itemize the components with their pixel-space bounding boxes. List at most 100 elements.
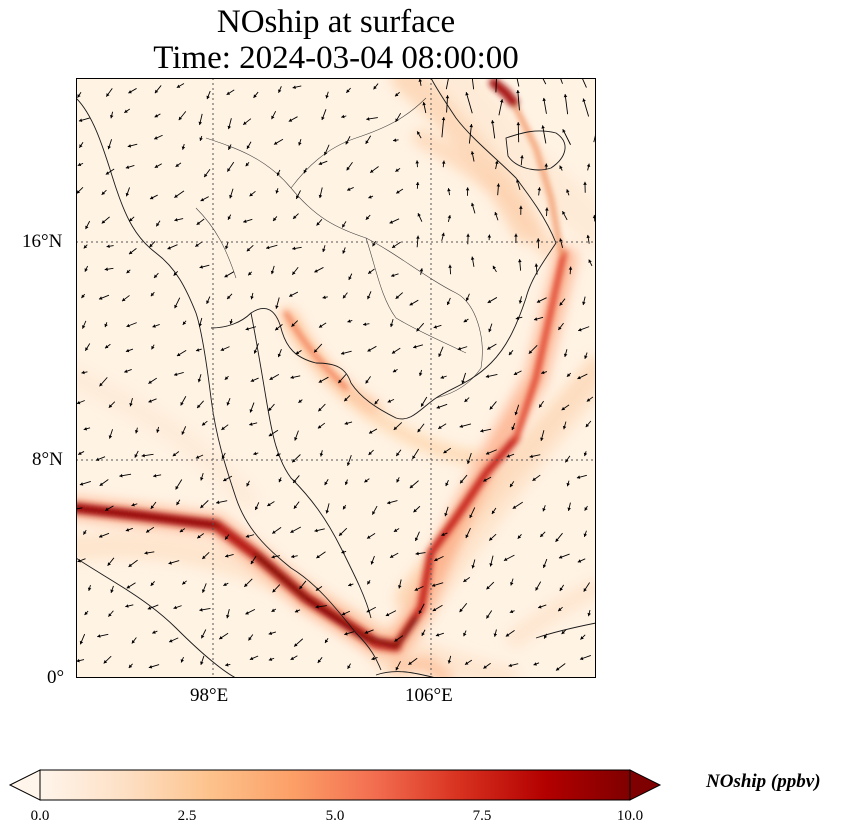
wind-arrow-head <box>438 353 442 357</box>
wind-arrow-head <box>318 379 323 383</box>
wind-arrow <box>542 78 547 85</box>
wind-arrow-head <box>107 562 111 566</box>
wind-arrow-head <box>314 528 318 533</box>
wind-arrow <box>441 117 445 138</box>
wind-arrow-head <box>364 479 368 483</box>
lat-tick-0: 0° <box>47 667 65 688</box>
wind-arrow-head <box>174 218 178 222</box>
wind-arrow-head <box>181 146 186 150</box>
wind-arrow-head <box>253 94 257 98</box>
wind-arrow-head <box>409 484 414 489</box>
wind-arrow-head <box>342 250 346 254</box>
wind-arrow-head <box>195 243 199 247</box>
wind-arrow-head <box>487 346 491 350</box>
wind-arrow-head <box>79 482 84 486</box>
wind-arrow-head <box>77 94 81 98</box>
wind-arrow-head <box>514 411 518 416</box>
wind-arrow-head <box>417 428 421 433</box>
wind-arrow <box>564 94 569 115</box>
wind-arrow-head <box>576 475 581 479</box>
wind-arrow-head <box>149 243 153 248</box>
wind-arrow-head <box>266 245 270 250</box>
wind-arrow-head <box>318 194 323 199</box>
wind-arrow-head <box>179 528 184 533</box>
wind-arrow-head <box>464 398 468 402</box>
wind-arrow-head <box>176 501 180 506</box>
wind-arrow-head <box>324 481 328 486</box>
wind-arrow-head <box>150 505 155 509</box>
wind-arrow-head <box>465 187 470 191</box>
wind-arrow-head <box>389 220 394 224</box>
wind-arrow-head <box>227 295 231 300</box>
wind-arrow-head <box>98 296 103 300</box>
wind-arrow-head <box>562 425 567 430</box>
wind-arrow-head <box>433 325 438 329</box>
wind-arrow-head <box>87 587 92 591</box>
wind-arrow-head <box>412 455 416 459</box>
wind-arrow-head <box>197 378 202 383</box>
wind-arrow-head <box>368 270 372 274</box>
wind-arrow-head <box>288 118 293 122</box>
wind-arrow-head <box>395 295 400 299</box>
wind-arrow-head <box>198 323 202 327</box>
wind-arrow-head <box>341 611 346 616</box>
wind-arrow-head <box>395 168 399 172</box>
wind-arrow-head <box>220 347 225 351</box>
wind-arrow-head <box>246 247 251 252</box>
wind-arrow-head <box>470 151 475 155</box>
wind-arrow-head <box>346 89 350 93</box>
wind-arrow-head <box>398 585 402 589</box>
wind-arrow-head <box>129 250 133 255</box>
wind-arrow-head <box>176 84 181 88</box>
wind-arrow-head <box>447 215 452 219</box>
wind-arrow-head <box>396 190 400 194</box>
wind-arrow-head <box>151 345 155 350</box>
colorbar-tick-10: 10.0 <box>616 808 644 824</box>
wind-arrow-head <box>413 508 417 513</box>
wind-arrow-head <box>343 505 347 510</box>
wind-arrow-head <box>250 378 255 382</box>
wind-arrow-head <box>291 323 295 327</box>
wind-arrow-head <box>391 273 395 278</box>
wind-arrow-head <box>558 326 562 330</box>
wind-arrow <box>465 92 473 114</box>
wind-arrow-head <box>294 643 298 647</box>
wind-arrow-head <box>106 93 110 97</box>
wind-arrow-head <box>201 422 206 426</box>
wind-arrow <box>445 78 449 90</box>
wind-arrow-head <box>269 376 274 380</box>
wind-arrow-head <box>506 454 511 458</box>
wind-arrow-head <box>243 219 247 223</box>
wind-arrow-head <box>152 324 156 328</box>
wind-arrow-head <box>559 302 563 306</box>
wind-arrow-head <box>85 225 89 230</box>
wind-arrow-head <box>318 161 323 166</box>
wind-arrow-head <box>153 474 157 478</box>
wind-arrow-head <box>147 606 152 610</box>
wind-arrow-head <box>197 404 201 409</box>
wind-arrow-head <box>225 554 229 558</box>
wind-arrow-head <box>421 403 425 407</box>
wind-arrow-head <box>577 375 581 380</box>
wind-arrow-head <box>79 144 83 148</box>
wind-arrow-head <box>422 102 426 106</box>
wind-arrow-head <box>409 302 414 306</box>
wind-arrow-head <box>150 582 155 586</box>
wind-arrow-head <box>540 533 544 537</box>
wind-arrow-head <box>126 323 130 328</box>
wind-arrow-head <box>314 349 318 353</box>
wind-arrow-head <box>172 452 177 457</box>
wind-arrow-head <box>395 92 399 97</box>
wind-arrow-head <box>206 300 210 304</box>
wind-arrow-head <box>77 162 82 167</box>
wind-arrow-head <box>344 631 348 636</box>
wind-arrow-head <box>134 430 139 434</box>
wind-arrow-head <box>248 636 252 641</box>
wind-arrow-head <box>408 661 412 665</box>
wind-arrow-head <box>173 372 178 377</box>
wind-arrow-head <box>181 431 185 435</box>
graticule <box>76 78 596 678</box>
wind-arrow-head <box>562 129 566 133</box>
wind-arrow-head <box>512 505 517 509</box>
wind-arrow-head <box>244 583 248 587</box>
